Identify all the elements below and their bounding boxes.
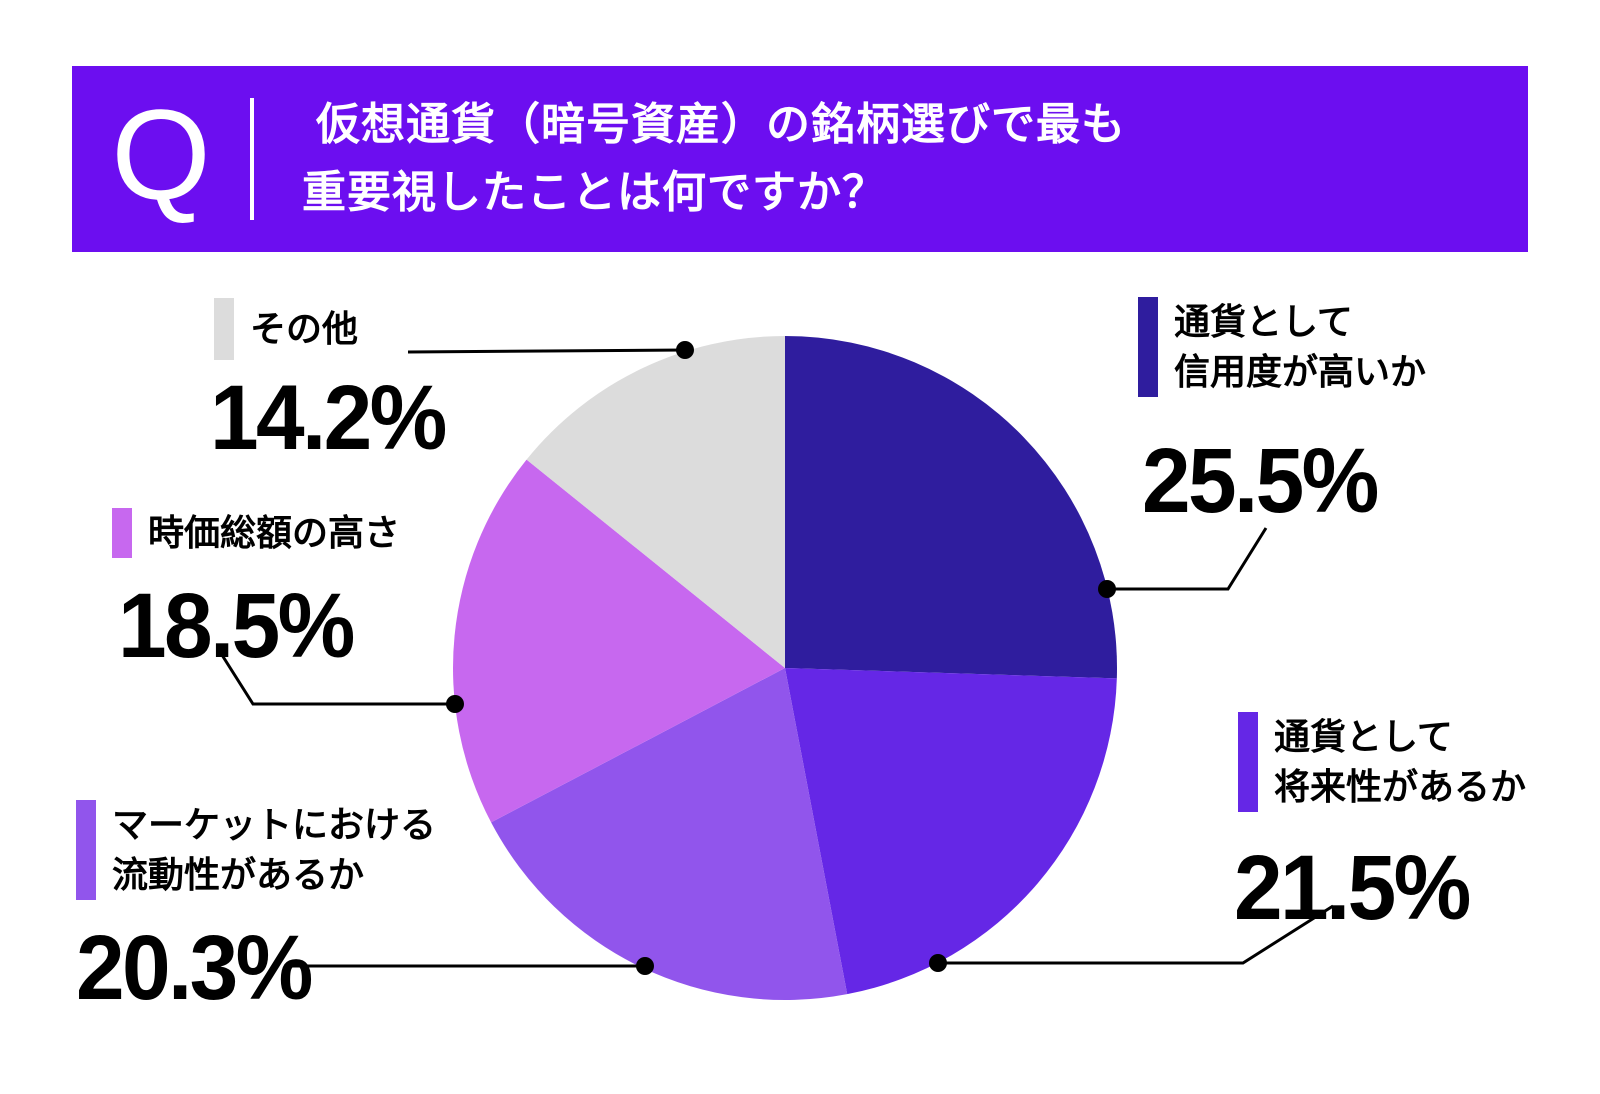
- question-banner: Q 仮想通貨（暗号資産）の銘柄選びで最も 重要視したことは何ですか？: [72, 66, 1528, 252]
- callout-liquidity: マーケットにおける 流動性があるか: [76, 800, 436, 901]
- callout-marketcap: 時価総額の高さ: [112, 508, 401, 559]
- segment-label-future: 通貨として 将来性があるか: [1274, 716, 1527, 808]
- segment-label-liquidity: マーケットにおける 流動性があるか: [112, 804, 437, 896]
- q-mark: Q: [111, 84, 211, 227]
- question-title-line1: 仮想通貨（暗号資産）の銘柄選びで最も: [316, 99, 1126, 149]
- legend-marker-marketcap: [112, 508, 132, 559]
- segment-label-credibility: 通貨として 信用度が高いか: [1174, 301, 1427, 393]
- pie-slice-2: [491, 668, 848, 1001]
- leader-dots: [446, 341, 1116, 975]
- segment-value-liquidity: 20.3%: [76, 917, 313, 1019]
- pie-slice-1: [785, 668, 1117, 995]
- leader-dot-credibility: [1098, 580, 1116, 598]
- segment-value-other: 14.2%: [210, 367, 447, 469]
- leader-line-credibility: [1107, 527, 1268, 591]
- callout-future: 通貨として 将来性があるか: [1238, 712, 1526, 813]
- segment-label-other: その他: [250, 307, 359, 349]
- leader-dot-marketcap: [446, 695, 464, 713]
- leader-dot-other: [676, 341, 694, 359]
- legend-marker-liquidity: [76, 800, 96, 900]
- pie-chart: [452, 336, 1118, 1001]
- leader-dot-future: [929, 954, 947, 972]
- question-title: 仮想通貨（暗号資産）の銘柄選びで最も 重要視したことは何ですか？: [302, 91, 1126, 227]
- leader-line-marketcap: [220, 654, 455, 706]
- pie-slice-0: [785, 336, 1118, 679]
- segment-value-future: 21.5%: [1234, 837, 1471, 939]
- legend-marker-credibility: [1138, 297, 1158, 397]
- leader-line-other: [407, 348, 686, 354]
- legend-marker-future: [1238, 712, 1258, 812]
- callout-other: その他: [214, 298, 358, 360]
- leader-dot-liquidity: [636, 957, 654, 975]
- question-title-line2: 重要視したことは何ですか？: [302, 168, 887, 217]
- segment-value-credibility: 25.5%: [1142, 430, 1379, 532]
- callout-credibility: 通貨として 信用度が高いか: [1138, 297, 1426, 398]
- pie-slice-3: [452, 459, 785, 823]
- segment-label-marketcap: 時価総額の高さ: [148, 512, 401, 553]
- leader-lines: [220, 348, 1334, 968]
- legend-marker-other: [214, 298, 234, 360]
- banner-divider: [250, 98, 254, 220]
- segment-value-marketcap: 18.5%: [118, 575, 355, 677]
- pie-slice-4: [526, 336, 785, 668]
- leader-line-future: [938, 904, 1334, 965]
